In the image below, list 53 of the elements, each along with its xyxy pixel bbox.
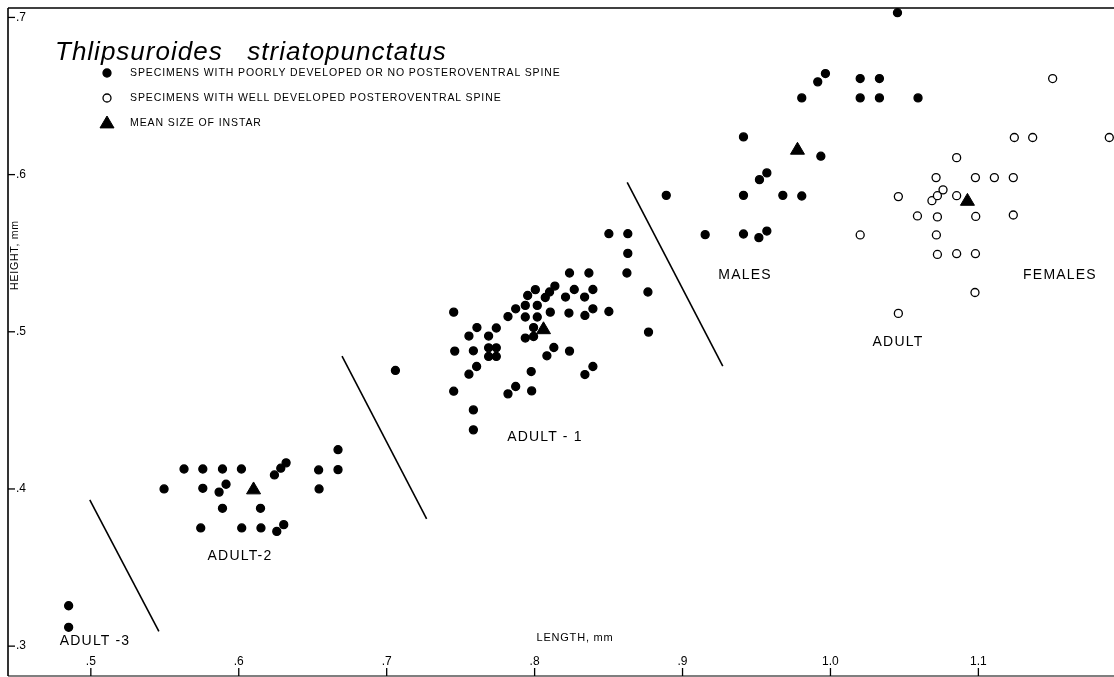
legend-label: MEAN SIZE OF INSTAR [130,115,262,128]
text: Thlipsuroides striatopunctatus [55,36,447,66]
y-tick-label: .7 [16,9,27,24]
point [246,481,262,495]
y-tick-label: .5 [16,323,27,338]
point [1009,132,1019,143]
point [989,172,1000,183]
annotation: ADULT-2 [207,546,273,563]
annotation: FEMALES [1023,265,1097,282]
x-tick-label: 1.1 [970,654,988,668]
point [535,321,551,335]
point [1104,132,1114,143]
point [970,249,981,259]
point [893,308,904,319]
x-tick-label: 1.0 [822,654,840,668]
point [855,230,865,240]
point [1008,172,1018,183]
annotation: ADULT - 1 [507,427,583,444]
y-axis-title: HEIGHT, mm [8,220,20,290]
point [970,172,981,183]
point [938,185,948,195]
point [951,249,962,259]
point [951,152,962,163]
x-tick-label: .8 [529,654,540,668]
annotation: ADULT -3 [59,631,131,648]
point [971,211,981,222]
point [932,249,943,260]
y-tick-label: .6 [16,166,27,181]
point [1008,210,1018,220]
annotation: MALES [718,265,772,282]
x-tick-label: .6 [233,654,245,668]
point [970,287,980,298]
point [789,141,805,155]
point [951,191,962,201]
x-tick-label: .7 [381,654,393,668]
y-tick-label: .3 [16,638,27,653]
legend-label: SPECIMENS WITH POORLY DEVELOPED OR NO POSTEROVENTRAL SPINE [130,65,561,78]
point [1028,132,1038,143]
point [932,191,943,201]
point [931,230,942,240]
point [927,196,937,206]
legend-label: SPECIMENS WITH WELL DEVELOPED POSTEROVENTRAL SPINE [130,90,502,103]
annotation: ADULT [872,332,924,349]
point [893,191,904,202]
point [931,172,941,183]
point [932,212,943,222]
point [912,211,923,221]
x-axis-title: LENGTH, mm [536,631,614,643]
y-tick-label: .4 [16,481,27,496]
point [1048,73,1058,84]
x-tick-label: .9 [677,654,688,668]
x-tick-label: .5 [85,654,97,668]
point [959,192,975,206]
